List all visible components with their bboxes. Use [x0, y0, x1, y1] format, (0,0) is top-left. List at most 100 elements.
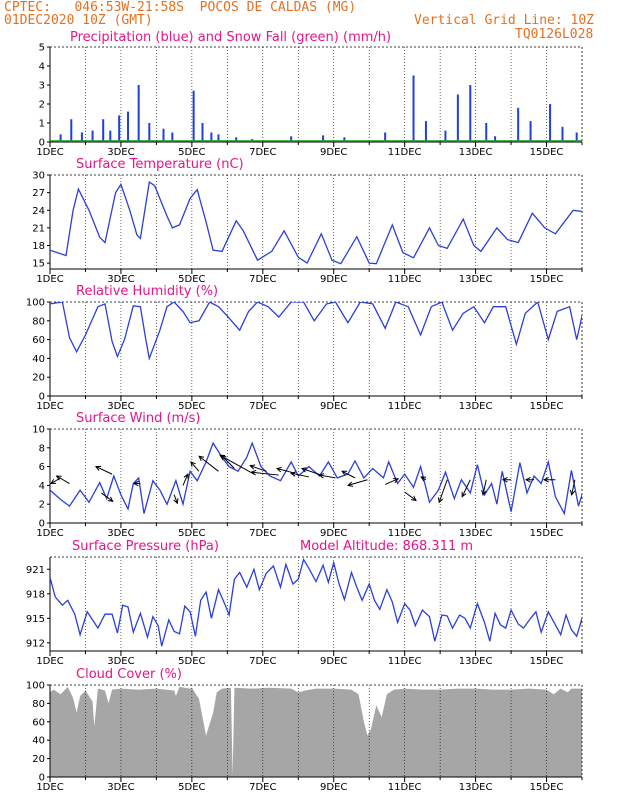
wind-arrow-head	[341, 470, 348, 476]
precip-x-tick-label: 9DEC	[320, 147, 347, 158]
wind-arrow-head	[318, 473, 325, 479]
precip-panel-title: Precipitation (blue) and Snow Fall (gree…	[70, 30, 391, 45]
wind-arrow	[341, 470, 356, 479]
humidity-x-tick-label: 13DEC	[459, 401, 493, 412]
wind-arrow	[198, 455, 219, 472]
precip-x-tick-label: 13DEC	[459, 147, 493, 158]
wind-arrow	[95, 466, 113, 475]
cloud-x-tick-label: 13DEC	[459, 782, 493, 793]
temperature-x-tick-label: 11DEC	[388, 274, 422, 285]
humidity-x-tick-label: 11DEC	[388, 401, 422, 412]
pressure-y-tick-label: 912	[26, 638, 45, 649]
precip-y-tick-label: 0	[39, 138, 45, 149]
temperature-y-tick-label: 18	[32, 241, 45, 252]
cloud-y-tick-label: 40	[32, 736, 45, 747]
wind-x-tick-label: 11DEC	[388, 528, 422, 539]
wind-arrow	[50, 477, 61, 484]
wind-y-tick-label: 4	[39, 481, 45, 492]
wind-arrow	[190, 461, 200, 472]
temperature-y-tick-label: 24	[32, 206, 45, 217]
precip-bar	[494, 136, 497, 142]
humidity-x-tick-label: 9DEC	[320, 401, 347, 412]
wind-arrow	[384, 478, 399, 485]
wind-y-tick-label: 2	[39, 500, 45, 511]
pressure-x-tick-label: 11DEC	[388, 656, 422, 667]
wind-arrow-head	[249, 464, 256, 470]
cloud-x-tick-label: 11DEC	[388, 782, 422, 793]
wind-x-tick-label: 3DEC	[107, 528, 134, 539]
precip-x-tick-label: 5DEC	[178, 147, 205, 158]
wind-x-tick-label: 5DEC	[178, 528, 205, 539]
pressure-x-tick-label: 13DEC	[459, 656, 493, 667]
wind-arrow	[301, 468, 322, 476]
precip-x-tick-label: 11DEC	[388, 147, 422, 158]
cloud-x-tick-label: 7DEC	[249, 782, 276, 793]
cloud-y-tick-label: 60	[32, 717, 45, 728]
wind-arrow-head	[290, 471, 297, 477]
precip-bar	[561, 126, 564, 142]
wind-arrow	[182, 473, 189, 486]
wind-arrow-head	[300, 467, 307, 473]
header-line-1: CPTEC: 046:53W-21:58S POCOS DE CALDAS (M…	[4, 0, 357, 15]
wind-arrow-head	[183, 473, 189, 480]
precip-bar	[412, 75, 415, 142]
wind-arrow	[173, 494, 178, 504]
cloud-x-tick-label: 5DEC	[178, 782, 205, 793]
temperature-y-tick-label: 21	[32, 223, 45, 234]
humidity-panel-title: Relative Humidity (%)	[76, 284, 218, 299]
precip-bar	[192, 90, 195, 142]
pressure-x-tick-label: 7DEC	[249, 656, 276, 667]
cloud-x-tick-label: 15DEC	[530, 782, 564, 793]
cloud-x-tick-label: 1DEC	[36, 782, 63, 793]
wind-arrow	[319, 474, 336, 479]
humidity-y-tick-label: 0	[39, 392, 45, 403]
wind-arrow-head	[50, 479, 56, 485]
cloud-y-tick-label: 0	[39, 773, 45, 784]
precip-y-tick-label: 4	[39, 62, 45, 73]
wind-arrow-head	[569, 489, 576, 496]
pressure-y-tick-label: 921	[26, 565, 45, 576]
humidity-y-tick-label: 20	[32, 373, 45, 384]
precip-y-tick-label: 2	[39, 100, 45, 111]
temperature-panel-title: Surface Temperature (nC)	[76, 157, 244, 172]
precip-bar	[235, 137, 238, 142]
wind-arrow	[276, 467, 295, 474]
precip-bar	[469, 85, 472, 142]
wind-arrow-head	[250, 469, 257, 476]
precip-bar	[517, 107, 520, 142]
precip-x-tick-label: 3DEC	[107, 147, 134, 158]
header-model-id: TQ0126L028	[515, 27, 594, 42]
precip-x-tick-label: 7DEC	[249, 147, 276, 158]
precip-bar	[322, 135, 325, 142]
temperature-x-tick-label: 7DEC	[249, 274, 276, 285]
humidity-x-tick-label: 15DEC	[530, 401, 564, 412]
wind-arrow	[347, 479, 368, 486]
header-date: 01DEC2020 10Z (GMT)	[4, 13, 153, 28]
humidity-series-line	[50, 302, 582, 361]
wind-x-tick-label: 1DEC	[36, 528, 63, 539]
wind-arrow	[291, 472, 310, 478]
precip-bar	[162, 128, 165, 142]
cloud-y-tick-label: 100	[26, 681, 45, 692]
wind-y-tick-label: 10	[32, 425, 45, 436]
wind-arrow-head	[219, 454, 226, 460]
precip-bar	[424, 121, 427, 142]
model-altitude: Model Altitude: 868.311 m	[300, 539, 473, 554]
temperature-x-tick-label: 3DEC	[107, 274, 134, 285]
wind-panel-title: Surface Wind (m/s)	[76, 411, 200, 426]
precip-bar	[137, 85, 140, 142]
wind-arrow-head	[524, 477, 531, 483]
temperature-x-tick-label: 13DEC	[459, 274, 493, 285]
wind-x-tick-label: 9DEC	[320, 528, 347, 539]
pressure-y-tick-label: 918	[26, 589, 45, 600]
wind-arrow-head	[275, 466, 282, 473]
cloud-x-tick-label: 9DEC	[320, 782, 347, 793]
temperature-x-tick-label: 15DEC	[530, 274, 564, 285]
precip-bar	[343, 137, 346, 142]
precip-bar	[109, 130, 112, 142]
wind-arrow	[219, 454, 255, 475]
humidity-x-tick-label: 1DEC	[36, 401, 63, 412]
precip-bar	[91, 130, 94, 142]
cloud-y-tick-label: 20	[32, 754, 45, 765]
precip-x-tick-label: 1DEC	[36, 147, 63, 158]
